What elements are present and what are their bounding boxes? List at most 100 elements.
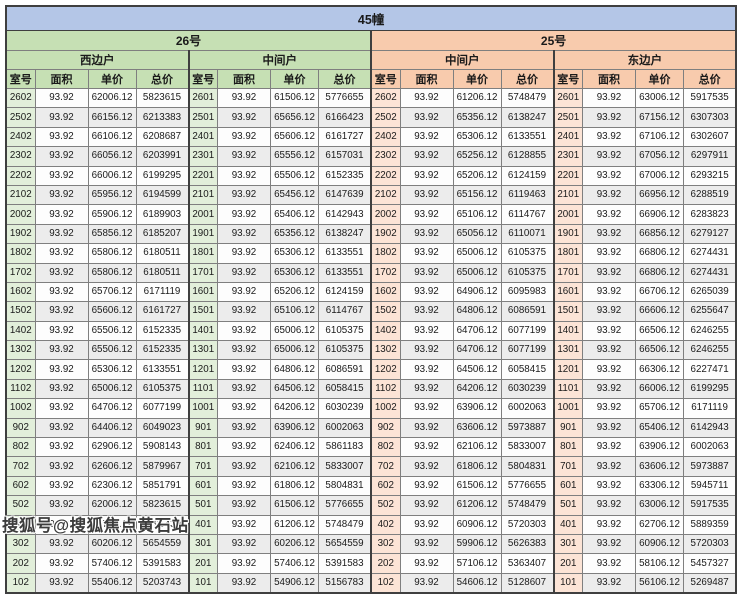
cell-unit-price: 66856.12 [635,223,684,245]
cell-area: 93.92 [34,553,89,574]
cell-room: 102 [370,572,401,594]
cell-unit-price: 63006.12 [635,87,684,109]
cell-room: 402 [370,514,401,535]
table-row: 1002 93.92 64706.12 6077199 1001 93.92 64206.1… [5,398,737,419]
cell-area: 93.92 [399,223,454,245]
cell-unit-price: 64706.12 [452,320,502,342]
cell-total-price: 6307303 [683,107,737,128]
cell-room: 601 [187,475,218,497]
cell-unit-price: 65256.12 [452,146,502,167]
cell-total-price: 6142943 [318,204,372,225]
cell-total-price: 6274431 [683,262,737,283]
cell-unit-price: 65306.12 [270,243,319,264]
table-row: 302 93.92 60206.12 5654559 301 93.92 60206.12 5… [5,533,737,555]
cell-total-price: 5833007 [318,456,372,477]
col-header-total-price: 总价 [500,69,554,89]
cell-area: 93.92 [582,475,636,497]
cell-room: 1602 [370,281,401,303]
cell-area: 93.92 [399,262,454,283]
col-header-room: 室号 [370,69,401,89]
cell-total-price: 6124159 [318,281,372,303]
cell-unit-price: 65356.12 [452,107,502,128]
table-row: 2202 93.92 66006.12 6199295 2201 93.92 65506.1… [5,165,737,186]
cell-area: 93.92 [582,533,636,555]
cell-area: 93.92 [34,359,89,380]
table-row: 502 93.92 62006.12 5823615 501 93.92 61506.12 5… [5,495,737,516]
cell-unit-price: 66506.12 [635,340,684,361]
cell-total-price: 5973887 [683,456,737,477]
cell-unit-price: 57406.12 [270,553,319,574]
cell-unit-price: 60906.12 [452,514,502,535]
cell-total-price: 6246255 [683,340,737,361]
cell-unit-price: 65806.12 [87,243,137,264]
col-header-total-price: 总价 [683,69,737,89]
cell-unit-price: 65006.12 [452,262,502,283]
cell-room: 2202 [5,165,36,186]
cell-area: 93.92 [582,126,636,148]
col-header-area: 面积 [399,69,454,89]
table-header: 45幢 26号 25号 西边户 中间户 中间户 东边户 室号 面积 单价 总价 … [5,5,737,89]
table-row: 2102 93.92 65956.12 6194599 2101 93.92 65456.1… [5,184,737,206]
col-header-total-price: 总价 [135,69,189,89]
cell-room: 2202 [370,165,401,186]
cell-unit-price: 65856.12 [87,223,137,245]
cell-room: 1801 [187,243,218,264]
cell-area: 93.92 [582,340,636,361]
cell-unit-price: 64806.12 [270,359,319,380]
cell-unit-price: 61506.12 [270,87,319,109]
cell-room: 201 [552,553,583,574]
cell-total-price: 6279127 [683,223,737,245]
cell-total-price: 5720303 [683,533,737,555]
cell-total-price: 6208687 [135,126,189,148]
cell-room: 1802 [370,243,401,264]
cell-area: 93.92 [34,456,89,477]
cell-room: 2602 [5,87,36,109]
cell-total-price: 6265039 [683,281,737,303]
cell-unit-price: 61206.12 [452,495,502,516]
cell-unit-price: 61506.12 [452,475,502,497]
cell-total-price: 6293215 [683,165,737,186]
cell-total-price: 5795439 [135,514,189,535]
cell-room: 1401 [552,320,583,342]
cell-unit-price: 66306.12 [635,359,684,380]
cell-unit-price: 64206.12 [270,398,319,419]
cell-unit-price: 66706.12 [635,281,684,303]
cell-unit-price: 62606.12 [87,456,137,477]
cell-room: 1801 [552,243,583,264]
cell-unit-price: 66506.12 [635,320,684,342]
cell-area: 93.92 [217,514,271,535]
cell-unit-price: 66906.12 [635,204,684,225]
cell-room: 202 [5,553,36,574]
cell-area: 93.92 [34,301,89,322]
col-header-area: 面积 [34,69,89,89]
table-row: 1102 93.92 65006.12 6105375 1101 93.92 64506.1… [5,378,737,400]
cell-area: 93.92 [582,495,636,516]
cell-total-price: 6110071 [500,223,554,245]
cell-room: 1401 [187,320,218,342]
cell-room: 1902 [5,223,36,245]
cell-room: 401 [552,514,583,535]
cell-room: 702 [370,456,401,477]
cell-area: 93.92 [399,359,454,380]
table-row: 2502 93.92 66156.12 6213383 2501 93.92 65656.1… [5,107,737,128]
cell-unit-price: 65006.12 [452,243,502,264]
col-header-unit-price: 单价 [452,69,502,89]
cell-room: 2502 [5,107,36,128]
cell-total-price: 6133551 [318,262,372,283]
cell-room: 1202 [370,359,401,380]
cell-area: 93.92 [217,301,271,322]
cell-total-price: 6166423 [318,107,372,128]
table-row: 2602 93.92 62006.12 5823615 2601 93.92 61506.1… [5,87,737,109]
table-row: 602 93.92 62306.12 5851791 601 93.92 61806.12 5… [5,475,737,497]
cell-room: 2501 [187,107,218,128]
cell-total-price: 6161727 [318,126,372,148]
cell-total-price: 5776655 [318,495,372,516]
cell-unit-price: 65606.12 [270,126,319,148]
cell-total-price: 6105375 [135,378,189,400]
cell-area: 93.92 [34,223,89,245]
building-title: 45幢 [5,5,737,31]
cell-area: 93.92 [34,184,89,206]
price-table: 45幢 26号 25号 西边户 中间户 中间户 东边户 室号 面积 单价 总价 … [5,5,738,594]
cell-total-price: 6199295 [135,165,189,186]
unit-25-east: 东边户 [552,50,737,70]
